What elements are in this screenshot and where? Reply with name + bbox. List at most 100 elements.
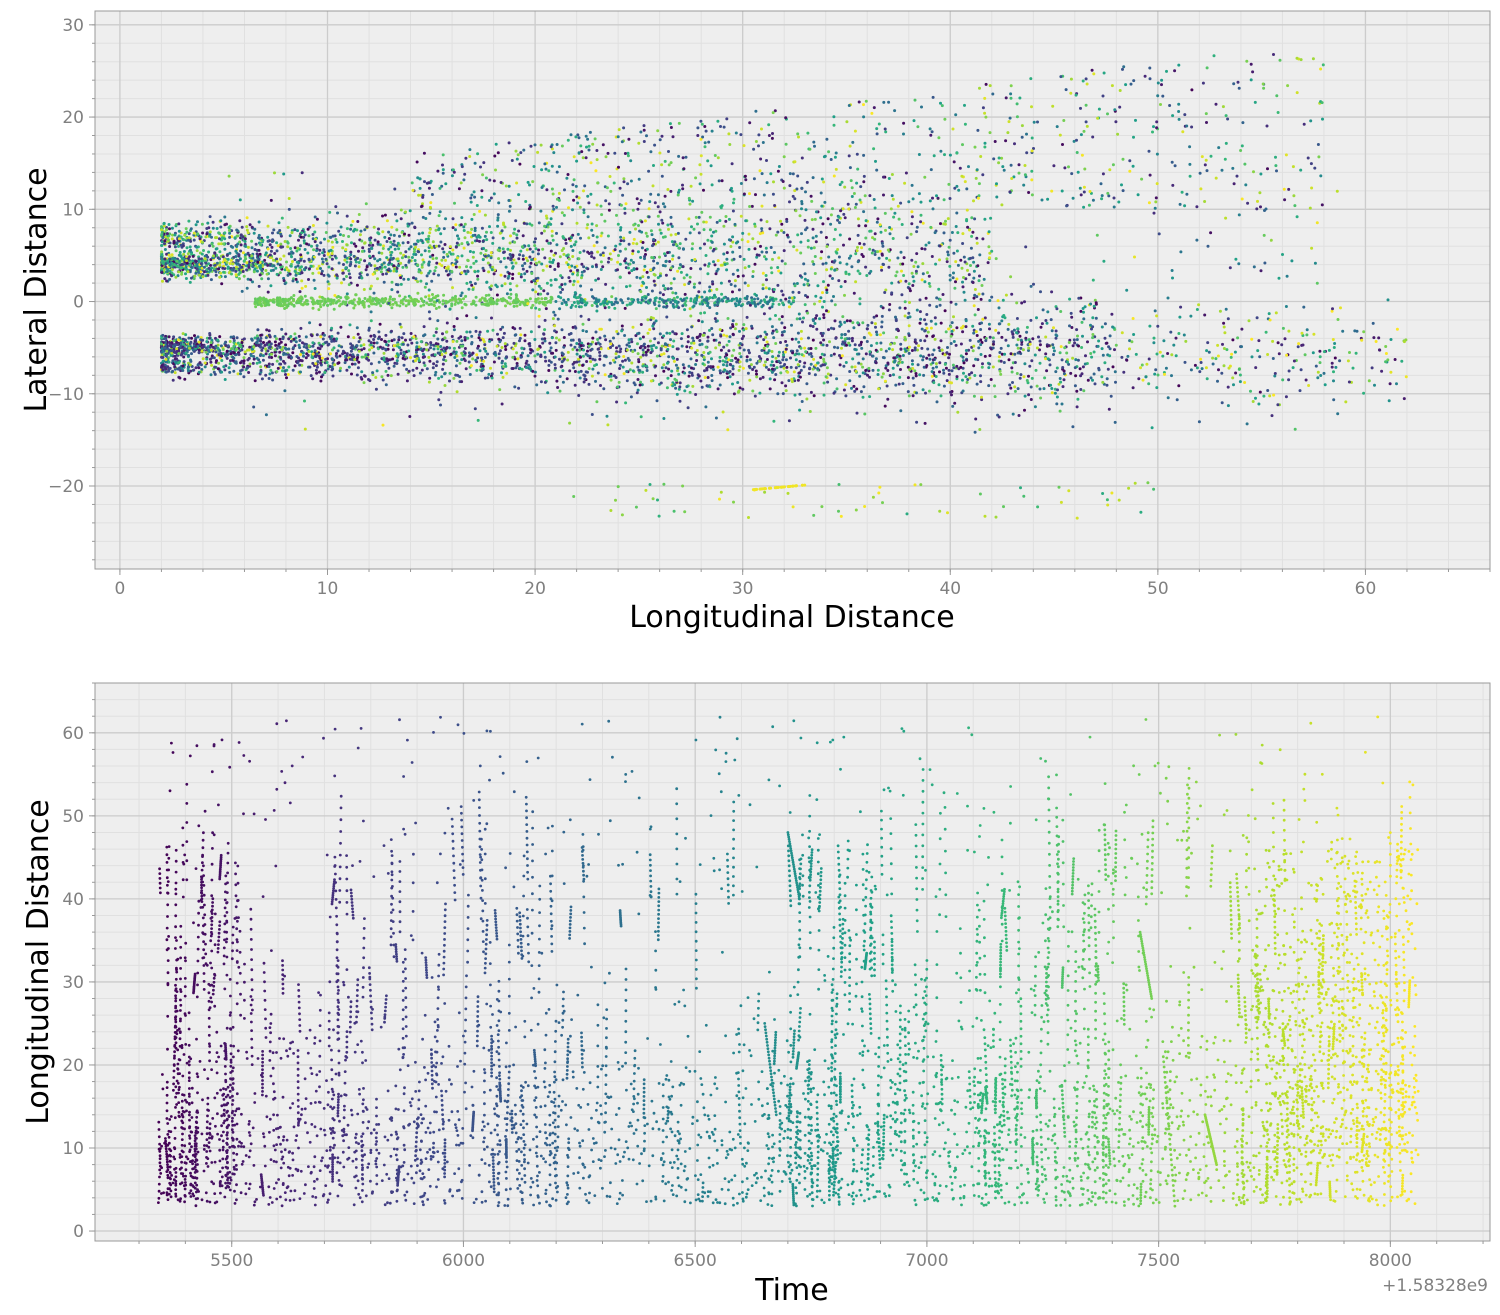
data-point	[492, 272, 496, 276]
data-point	[921, 262, 925, 266]
data-point	[177, 237, 181, 241]
data-point	[711, 333, 715, 337]
data-point	[163, 235, 167, 239]
data-point	[910, 215, 914, 219]
data-point	[442, 293, 446, 297]
data-point	[751, 368, 755, 371]
data-point	[720, 292, 724, 296]
data-point	[197, 270, 200, 274]
data-point	[339, 296, 343, 300]
data-point	[591, 336, 595, 340]
data-point	[392, 264, 396, 268]
data-point	[465, 241, 469, 244]
data-point	[189, 260, 193, 264]
data-point	[776, 283, 780, 287]
data-point	[282, 254, 286, 258]
data-point	[495, 302, 499, 306]
data-point	[722, 296, 726, 300]
data-point	[277, 221, 281, 225]
data-point	[415, 350, 418, 354]
data-point	[988, 335, 992, 339]
data-point	[926, 347, 930, 351]
data-point	[253, 300, 257, 304]
data-point	[184, 227, 188, 231]
data-point	[571, 347, 575, 351]
data-point	[178, 251, 182, 254]
data-point	[1039, 325, 1043, 329]
data-point	[553, 268, 557, 271]
data-point	[390, 288, 394, 292]
data-point	[645, 234, 649, 238]
data-point	[598, 350, 602, 354]
data-point	[303, 302, 307, 306]
data-point	[427, 355, 431, 359]
data-point	[854, 280, 858, 284]
data-point	[407, 300, 411, 304]
data-point	[547, 363, 551, 367]
data-point	[495, 293, 499, 297]
data-point	[961, 232, 965, 236]
data-point	[369, 284, 373, 288]
data-point	[486, 376, 490, 380]
data-point	[526, 259, 530, 263]
data-point	[740, 238, 744, 242]
data-point	[753, 297, 756, 301]
data-point	[956, 263, 960, 267]
data-point	[185, 259, 188, 263]
data-point	[543, 224, 547, 228]
data-point	[836, 218, 840, 222]
data-point	[247, 371, 251, 374]
data-point	[208, 332, 212, 335]
data-point	[935, 296, 939, 300]
data-point	[328, 210, 332, 214]
data-point	[267, 377, 271, 380]
data-point	[347, 365, 351, 369]
data-point	[722, 363, 725, 367]
data-point	[653, 201, 657, 205]
data-point	[434, 265, 438, 269]
data-point	[473, 270, 477, 274]
data-point	[317, 370, 321, 374]
data-point	[662, 284, 665, 288]
data-point	[457, 237, 461, 241]
data-point	[548, 341, 552, 345]
data-point	[836, 346, 840, 350]
data-point	[160, 228, 164, 232]
data-point	[704, 405, 708, 409]
data-point	[954, 280, 957, 284]
data-point	[783, 262, 787, 266]
data-point	[194, 338, 198, 342]
data-point	[874, 325, 877, 329]
data-point	[910, 349, 914, 352]
data-point	[618, 363, 622, 367]
data-point	[853, 343, 857, 347]
data-point	[661, 293, 665, 297]
data-point	[291, 260, 294, 263]
data-point	[401, 241, 405, 245]
data-point	[226, 242, 230, 246]
data-point	[381, 214, 384, 218]
data-point	[330, 240, 334, 244]
data-point	[702, 228, 706, 232]
data-point	[329, 248, 333, 252]
data-point	[864, 236, 868, 240]
data-point	[306, 302, 310, 306]
data-point	[792, 299, 795, 303]
data-point	[345, 214, 349, 218]
data-point	[825, 245, 829, 248]
data-point	[576, 273, 579, 277]
data-point	[319, 241, 323, 245]
data-point	[490, 284, 493, 288]
data-point	[503, 282, 507, 286]
data-point	[395, 303, 399, 307]
data-point	[1055, 307, 1059, 311]
data-point	[438, 262, 442, 266]
data-point	[871, 368, 875, 372]
data-point	[318, 323, 322, 327]
data-point	[394, 212, 397, 216]
data-point	[342, 277, 346, 281]
data-point	[761, 271, 765, 275]
data-point	[309, 374, 313, 378]
data-point	[417, 270, 421, 274]
data-point	[1038, 343, 1042, 347]
